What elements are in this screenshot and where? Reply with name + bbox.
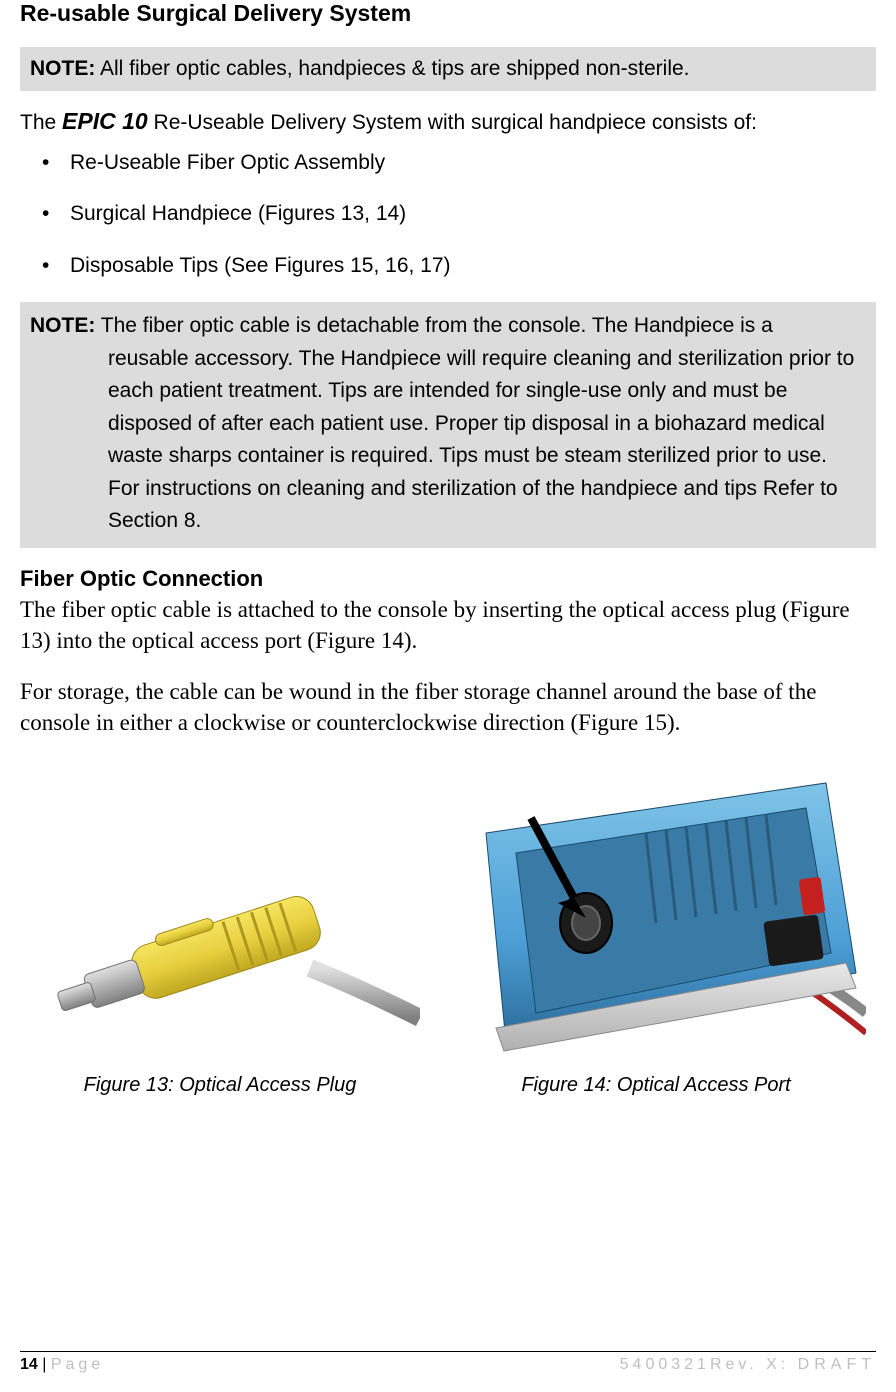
footer-divider: | xyxy=(38,1356,51,1373)
page-footer: 14 | Page 5400321Rev. X: DRAFT xyxy=(20,1351,876,1374)
note-label: NOTE: xyxy=(30,57,95,80)
note-label: NOTE: xyxy=(30,314,95,337)
note-box-2: NOTE: The fiber optic cable is detachabl… xyxy=(20,302,876,548)
section-heading-fiber: Fiber Optic Connection xyxy=(20,566,876,592)
fiber-paragraph-2: For storage, the cable can be wound in t… xyxy=(20,676,876,738)
figure-13: Figure 13: Optical Access Plug xyxy=(20,828,420,1097)
figure-14: Figure 14: Optical Access Port xyxy=(436,758,876,1097)
figure-14-image xyxy=(446,758,866,1058)
note-text-rest: reusable accessory. The Handpiece will r… xyxy=(30,343,866,473)
note-text: All fiber optic cables, handpieces & tip… xyxy=(95,57,689,80)
figure-14-caption: Figure 14: Optical Access Port xyxy=(521,1074,790,1097)
intro-prefix: The xyxy=(20,111,62,134)
footer-right: 5400321Rev. X: DRAFT xyxy=(620,1356,876,1374)
figure-13-caption: Figure 13: Optical Access Plug xyxy=(84,1074,357,1097)
optical-port-illustration xyxy=(446,763,866,1053)
page-number: 14 xyxy=(20,1356,38,1373)
list-item: Surgical Handpiece (Figures 13, 14) xyxy=(70,199,876,228)
list-item: Re-Useable Fiber Optic Assembly xyxy=(70,148,876,177)
component-list: Re-Useable Fiber Optic Assembly Surgical… xyxy=(20,148,876,280)
intro-paragraph: The EPIC 10 Re-Useable Delivery System w… xyxy=(20,105,876,138)
note-text-start: The fiber optic cable is detachable from… xyxy=(95,314,772,337)
footer-draft: DRAFT xyxy=(798,1356,876,1373)
product-name: EPIC 10 xyxy=(62,108,148,134)
figure-13-image xyxy=(20,828,420,1058)
intro-suffix: Re-Useable Delivery System with surgical… xyxy=(148,111,757,134)
fiber-paragraph-1: The fiber optic cable is attached to the… xyxy=(20,594,876,656)
optical-plug-illustration xyxy=(20,838,420,1048)
page-label: Page xyxy=(51,1356,104,1373)
page-title: Re-usable Surgical Delivery System xyxy=(20,0,876,27)
list-item: Disposable Tips (See Figures 15, 16, 17) xyxy=(70,251,876,280)
footer-doc-ref: 5400321Rev. X: xyxy=(620,1356,798,1373)
note-box-1: NOTE: All fiber optic cables, handpieces… xyxy=(20,47,876,91)
footer-left: 14 | Page xyxy=(20,1356,104,1374)
note-text-2: For instructions on cleaning and sterili… xyxy=(30,473,866,538)
figures-row: Figure 13: Optical Access Plug xyxy=(20,758,876,1097)
